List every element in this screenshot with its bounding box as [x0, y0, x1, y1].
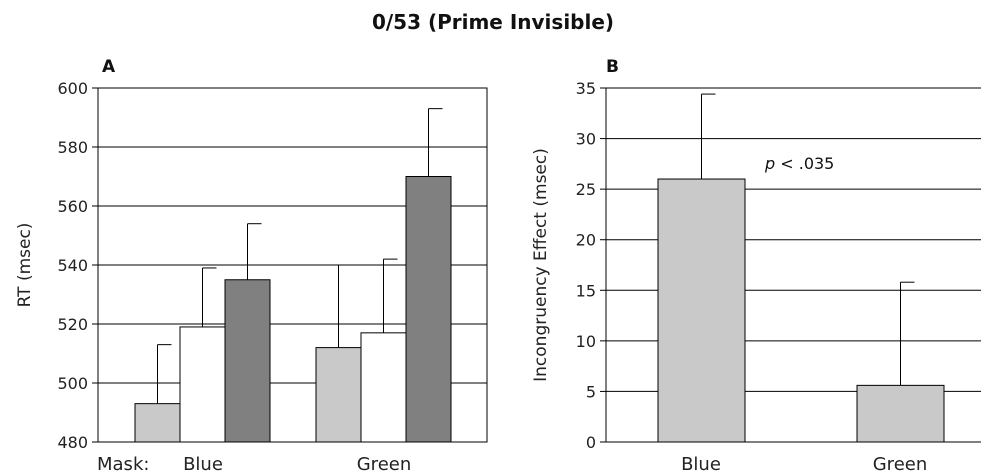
y-tick-label: 580 — [57, 138, 88, 157]
y-tick-label: 30 — [576, 130, 596, 149]
bar — [224, 279, 271, 443]
y-tick-label: 600 — [57, 79, 88, 98]
bar — [657, 178, 746, 443]
y-axis-title: RT (msec) — [15, 223, 35, 308]
y-tick-label: 25 — [576, 180, 596, 199]
y-tick-label: 15 — [576, 281, 596, 300]
y-tick-label: 520 — [57, 315, 88, 334]
bar — [134, 403, 181, 443]
significance-annotation: p < .035 — [764, 154, 834, 173]
x-axis-prefix: Mask: — [97, 454, 149, 475]
x-category-label: Blue — [183, 454, 223, 475]
bar — [856, 384, 945, 443]
panel-a: A 480 500 520 540 560 580 600 RT (msec) Mask: Blue… — [15, 57, 488, 475]
panel-b: B 0 5 10 15 20 25 30 35 Incongruency Effect (msec… — [531, 57, 981, 475]
y-tick-label: 10 — [576, 332, 596, 351]
y-tick-label: 540 — [57, 256, 88, 275]
panel-a-label: A — [102, 57, 116, 77]
y-tick-label: 560 — [57, 197, 88, 216]
y-tick-label: 20 — [576, 231, 596, 250]
x-category-label: Blue — [681, 454, 721, 475]
figure-title: 0/53 (Prime Invisible) — [372, 10, 614, 34]
y-tick-label: 500 — [57, 374, 88, 393]
bar — [360, 332, 407, 443]
y-axis-title: Incongruency Effect (msec) — [531, 148, 551, 382]
x-category-label: Green — [357, 454, 412, 475]
plot-frame — [97, 87, 488, 443]
y-tick-label: 0 — [586, 433, 596, 452]
y-tick-label: 5 — [586, 382, 596, 401]
y-tick-label: 35 — [576, 79, 596, 98]
y-tick-label: 480 — [57, 433, 88, 452]
bar — [315, 347, 362, 443]
bar — [405, 176, 452, 443]
bar — [179, 326, 226, 443]
x-category-label: Green — [873, 454, 928, 475]
panel-b-label: B — [606, 57, 619, 77]
